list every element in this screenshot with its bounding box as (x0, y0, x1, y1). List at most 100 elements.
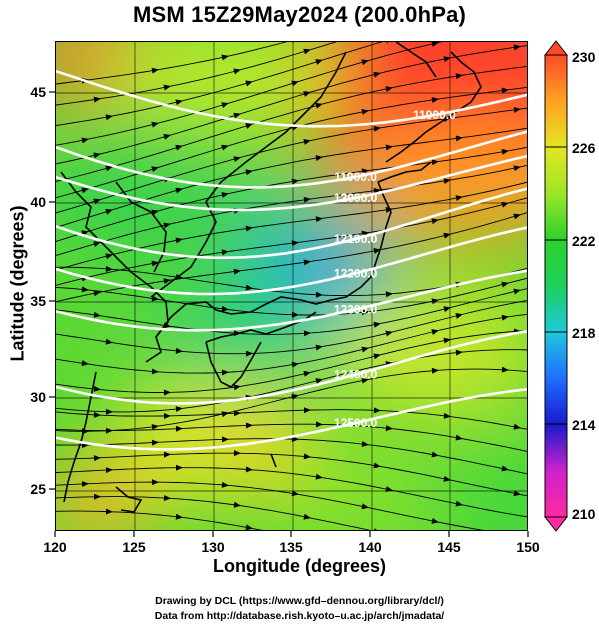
contour-label: 12500.0 (334, 416, 378, 430)
wind-arrowhead (291, 393, 299, 400)
wind-streamline (56, 127, 527, 228)
wind-arrowhead (151, 368, 159, 375)
contour-label: 12300.0 (334, 302, 378, 316)
wind-arrowhead (81, 137, 89, 144)
height-contour-line (56, 130, 527, 189)
wind-arrowhead (163, 222, 171, 229)
wind-arrowhead (501, 87, 509, 94)
wind-arrowhead (245, 422, 253, 429)
wind-arrowhead (93, 385, 101, 392)
wind-arrowhead (81, 187, 89, 194)
wind-arrowhead (303, 48, 311, 55)
wind-arrowhead (431, 159, 439, 166)
wind-arrowhead (455, 349, 463, 356)
wind-arrowhead (501, 465, 509, 472)
y-tick-label: 30 (30, 389, 46, 405)
wind-arrowhead (303, 259, 311, 266)
wind-arrowhead (431, 42, 439, 47)
colorbar-label: 210 (572, 506, 596, 522)
wind-arrowhead (291, 361, 299, 368)
wind-arrowhead (373, 71, 381, 78)
colorbar-label: 218 (572, 325, 596, 341)
wind-arrowhead (431, 451, 439, 458)
wind-arrowhead (501, 201, 509, 208)
wind-arrowhead (163, 278, 171, 285)
wind-arrowhead (385, 425, 393, 432)
wind-arrowhead (443, 178, 451, 184)
wind-arrowhead (303, 330, 311, 337)
colorbar (543, 40, 569, 532)
y-axis-label: Latitude (degrees) (7, 205, 28, 362)
wind-arrowhead (361, 59, 369, 66)
y-tick-labels: 25 30 35 40 45 (30, 84, 46, 497)
colorbar-label: 230 (572, 49, 596, 65)
wind-arrowhead (175, 237, 183, 244)
height-contour-line (56, 269, 527, 332)
wind-arrowhead (361, 441, 369, 448)
wind-arrowhead (443, 232, 451, 239)
colorbar-gradient (544, 54, 568, 518)
wind-arrowhead (361, 377, 369, 384)
wind-arrowhead (163, 412, 171, 419)
wind-arrowhead (221, 249, 229, 256)
wind-arrowhead (361, 346, 369, 353)
wind-arrowhead (81, 360, 89, 367)
height-contour-line (56, 187, 527, 260)
wind-arrowhead (151, 479, 159, 486)
wind-arrowhead (373, 321, 381, 328)
wind-arrowhead (233, 156, 241, 163)
wind-arrowhead (443, 337, 451, 344)
wind-arrowhead (105, 208, 113, 215)
wind-arrowhead (513, 423, 521, 430)
wind-arrowhead (361, 503, 369, 510)
wind-streamline (56, 496, 371, 530)
wind-arrowhead (513, 165, 521, 172)
wind-arrowhead (221, 54, 229, 61)
wind-arrowhead (105, 427, 113, 434)
y-tick-label: 35 (30, 293, 46, 309)
height-contour-line (56, 387, 527, 451)
wind-arrowhead (163, 84, 171, 91)
contour-label: 12400.0 (334, 368, 378, 382)
wind-arrowhead (513, 288, 521, 295)
colorbar-top-arrow (543, 40, 569, 56)
wind-arrowhead (501, 148, 509, 155)
wind-arrowhead (431, 298, 439, 305)
wind-arrowhead (291, 240, 299, 247)
wind-arrowhead (431, 367, 439, 374)
geopotential-contours (56, 69, 527, 451)
wind-streamline (56, 42, 443, 146)
wind-arrowhead (163, 494, 171, 501)
x-tick-label: 120 (43, 539, 67, 555)
wind-arrowhead (175, 99, 183, 106)
wind-arrowhead (175, 187, 183, 194)
wind-arrowhead (175, 425, 183, 432)
wind-arrowhead (105, 508, 113, 515)
wind-arrowhead (163, 389, 171, 396)
wind-arrowhead (303, 138, 311, 145)
wind-arrowhead (361, 309, 369, 316)
wind-streamline (56, 467, 527, 518)
footer-credit-data: Data from http://database.rish.kyoto–u.a… (154, 610, 445, 622)
wind-arrowhead (245, 466, 253, 473)
wind-arrowhead (233, 68, 241, 75)
wind-arrowhead (233, 501, 241, 508)
wind-arrowhead (385, 291, 393, 298)
wind-arrowhead (373, 528, 381, 530)
colorbar-label: 226 (572, 140, 596, 156)
wind-arrowhead (315, 102, 323, 109)
x-tick-label: 150 (516, 539, 540, 555)
colorbar-bottom-arrow (543, 516, 569, 532)
chart-title: MSM 15Z29May2024 (200.0hPa) (132, 2, 467, 27)
wind-arrowhead (431, 218, 439, 225)
wind-arrowhead (221, 411, 229, 418)
wind-arrowhead (93, 411, 101, 418)
y-tick-label: 25 (30, 481, 46, 497)
wind-arrowhead (315, 59, 323, 65)
wind-streamline (56, 438, 527, 475)
x-tick-label: 130 (201, 539, 225, 555)
x-tick-label: 125 (122, 539, 146, 555)
wind-arrowhead (151, 166, 159, 173)
wind-arrowhead (221, 102, 229, 109)
wind-arrowhead (385, 144, 393, 151)
